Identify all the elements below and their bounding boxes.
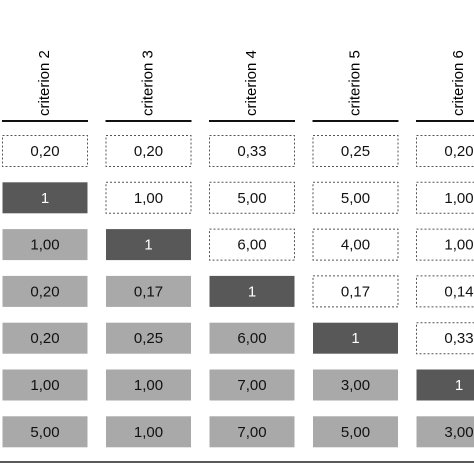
cell-value: 4,00 bbox=[341, 237, 370, 254]
cell bbox=[209, 369, 295, 401]
cell-value: 7,00 bbox=[237, 424, 266, 441]
cell bbox=[209, 322, 295, 354]
cell bbox=[416, 275, 474, 308]
cell-value: 3,00 bbox=[444, 424, 473, 441]
cell-value: 1 bbox=[144, 237, 152, 254]
cell bbox=[2, 229, 88, 261]
cell bbox=[416, 135, 474, 167]
cell-value: 5,00 bbox=[30, 424, 59, 441]
cell bbox=[106, 322, 191, 354]
cell bbox=[416, 228, 474, 261]
cell bbox=[416, 181, 474, 214]
cell bbox=[209, 416, 295, 448]
column-header: criterion 6 bbox=[450, 50, 467, 116]
cell-value: 5,00 bbox=[237, 190, 266, 207]
cell bbox=[209, 228, 295, 261]
cell-value: 0,20 bbox=[444, 143, 473, 160]
cell bbox=[313, 416, 398, 448]
cell bbox=[416, 369, 474, 401]
cell-value: 1 bbox=[455, 377, 463, 394]
cell bbox=[209, 135, 295, 167]
cell bbox=[209, 275, 295, 307]
cell bbox=[2, 275, 88, 307]
cell bbox=[209, 181, 295, 214]
cell-value: 3,00 bbox=[341, 377, 370, 394]
cell-value: 0,25 bbox=[341, 143, 370, 160]
column-header: criterion 4 bbox=[243, 50, 260, 116]
cell-value: 1,00 bbox=[134, 377, 163, 394]
cell-value: 0,33 bbox=[444, 330, 473, 347]
cell-value: 1,00 bbox=[30, 377, 59, 394]
cell-value: 0,20 bbox=[30, 283, 59, 300]
column-header: criterion 2 bbox=[36, 50, 53, 116]
cell bbox=[312, 135, 399, 167]
cell-value: 0,25 bbox=[134, 330, 163, 347]
cell bbox=[2, 369, 88, 401]
cell-value: 1,00 bbox=[444, 190, 473, 207]
cell bbox=[2, 182, 88, 214]
cell-value: 0,17 bbox=[134, 283, 163, 300]
cell bbox=[416, 322, 474, 355]
cell-value: 1,00 bbox=[444, 237, 473, 254]
cell-value: 0,20 bbox=[30, 330, 59, 347]
cell bbox=[105, 135, 192, 167]
cell-value: 1,00 bbox=[30, 237, 59, 254]
cell-value: 0,20 bbox=[134, 143, 163, 160]
cell bbox=[312, 181, 399, 214]
cell-value: 0,14 bbox=[444, 283, 473, 300]
cell bbox=[106, 416, 191, 448]
column-header: criterion 5 bbox=[346, 50, 363, 116]
cell-value: 5,00 bbox=[341, 424, 370, 441]
cell-value: 0,20 bbox=[30, 143, 59, 160]
cell bbox=[313, 369, 398, 401]
cell-value: 5,00 bbox=[341, 190, 370, 207]
column-header: criterion 3 bbox=[139, 50, 156, 116]
cell bbox=[106, 369, 191, 401]
cell bbox=[312, 275, 399, 308]
cell-value: 6,00 bbox=[237, 237, 266, 254]
cell bbox=[106, 275, 191, 307]
cell bbox=[2, 135, 88, 167]
cell-value: 1 bbox=[248, 283, 256, 300]
cell bbox=[313, 322, 398, 354]
cell-value: 7,00 bbox=[237, 377, 266, 394]
cell-value: 1 bbox=[351, 330, 359, 347]
cell-value: 6,00 bbox=[237, 330, 266, 347]
cell bbox=[312, 228, 399, 261]
cell-value: 1,00 bbox=[134, 190, 163, 207]
cell bbox=[416, 416, 474, 448]
cell-value: 0,33 bbox=[237, 143, 266, 160]
cell-value: 0,17 bbox=[341, 283, 370, 300]
cell-value: 1,00 bbox=[134, 424, 163, 441]
cell bbox=[2, 322, 88, 354]
cell bbox=[106, 229, 191, 261]
cell bbox=[105, 181, 192, 214]
cell bbox=[2, 416, 88, 448]
cell-value: 1 bbox=[41, 190, 49, 207]
